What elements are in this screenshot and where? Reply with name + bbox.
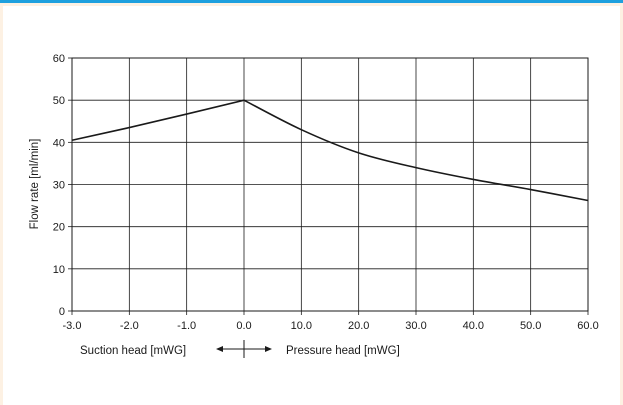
series-line-flow-rate	[71, 99, 589, 202]
x-tick-label: -1.0	[177, 320, 196, 332]
y-tick-label: 60	[53, 53, 65, 65]
x-tick-label: 20.0	[348, 320, 369, 332]
x-tick-label: 10.0	[291, 320, 312, 332]
direction-arrow	[216, 340, 272, 358]
x-tick-label: 50.0	[520, 320, 541, 332]
y-tick-label: 10	[53, 264, 65, 276]
y-tick-label: 30	[53, 180, 65, 192]
x-tick-label: -2.0	[120, 320, 139, 332]
grid	[68, 57, 589, 315]
chart-panel	[3, 6, 620, 405]
y-tick-label: 0	[59, 306, 65, 318]
x-tick-label: 30.0	[405, 320, 426, 332]
x-tick-label: 60.0	[577, 320, 598, 332]
x-axis-label-suction: Suction head [mWG]	[80, 345, 186, 357]
y-tick-label: 50	[53, 95, 65, 107]
x-tick-label: -3.0	[63, 320, 82, 332]
y-tick-label: 40	[53, 137, 65, 149]
x-axis-label-pressure: Pressure head [mWG]	[286, 345, 400, 357]
x-tick-label: 40.0	[463, 320, 484, 332]
y-axis-label: Flow rate [ml/min]	[29, 139, 41, 230]
y-tick-label: 20	[53, 222, 65, 234]
x-tick-label: 0.0	[236, 320, 251, 332]
tick-labels: 0 10 20 30 40 50 60 -3.0 -2.0 -1.0 0.0 10.0 20.0 30.0…	[53, 53, 599, 332]
